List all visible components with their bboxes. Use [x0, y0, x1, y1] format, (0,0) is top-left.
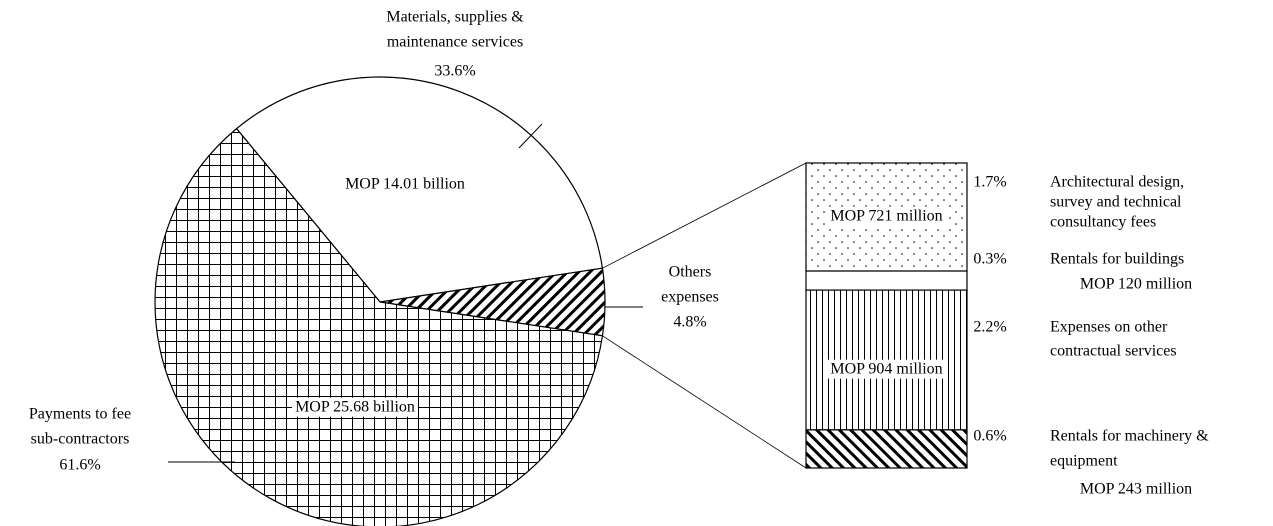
slice-percent: 4.8% — [673, 314, 706, 331]
slice-label: expenses — [661, 289, 719, 306]
bar-label: equipment — [1050, 453, 1118, 470]
label-background — [827, 359, 946, 379]
bar-segment — [805, 429, 968, 469]
slice-label: Payments to fee — [29, 406, 131, 423]
bar-segment — [805, 270, 968, 291]
bar-amount: MOP 243 million — [1080, 481, 1192, 498]
bar-amount: MOP 904 million — [830, 361, 942, 378]
slice-label: maintenance services — [387, 34, 523, 51]
bar-percent: 1.7% — [973, 174, 1006, 191]
bar-label: Rentals for buildings — [1050, 251, 1184, 268]
bar-label: contractual services — [1050, 343, 1177, 360]
bar-label: Expenses on other — [1050, 319, 1168, 336]
connector — [602, 162, 807, 269]
label-background — [292, 397, 418, 417]
leader-line — [518, 123, 543, 149]
label-background — [827, 206, 946, 226]
bar-label: Architectural design, — [1050, 174, 1184, 191]
bar-label: survey and technical — [1050, 194, 1182, 211]
slice-amount: MOP 14.01 billion — [345, 176, 465, 193]
slice-label: sub-contractors — [31, 431, 130, 448]
bar-amount: MOP 120 million — [1080, 276, 1192, 293]
slice-amount: MOP 25.68 billion — [295, 399, 415, 416]
label-background — [342, 174, 468, 194]
bar-label: Rentals for machinery & — [1050, 428, 1209, 445]
slice-percent: 33.6% — [434, 63, 475, 80]
pie-slice — [154, 127, 604, 526]
slice-percent: 61.6% — [59, 457, 100, 474]
bar-percent: 2.2% — [973, 319, 1006, 336]
slice-label: Materials, supplies & — [386, 9, 524, 26]
connector — [602, 335, 807, 469]
bar-percent: 0.6% — [973, 428, 1006, 445]
bar-amount: MOP 721 million — [830, 208, 942, 225]
bar-percent: 0.3% — [973, 251, 1006, 268]
slice-label: Others — [669, 264, 712, 281]
bar-label: consultancy fees — [1050, 214, 1156, 231]
